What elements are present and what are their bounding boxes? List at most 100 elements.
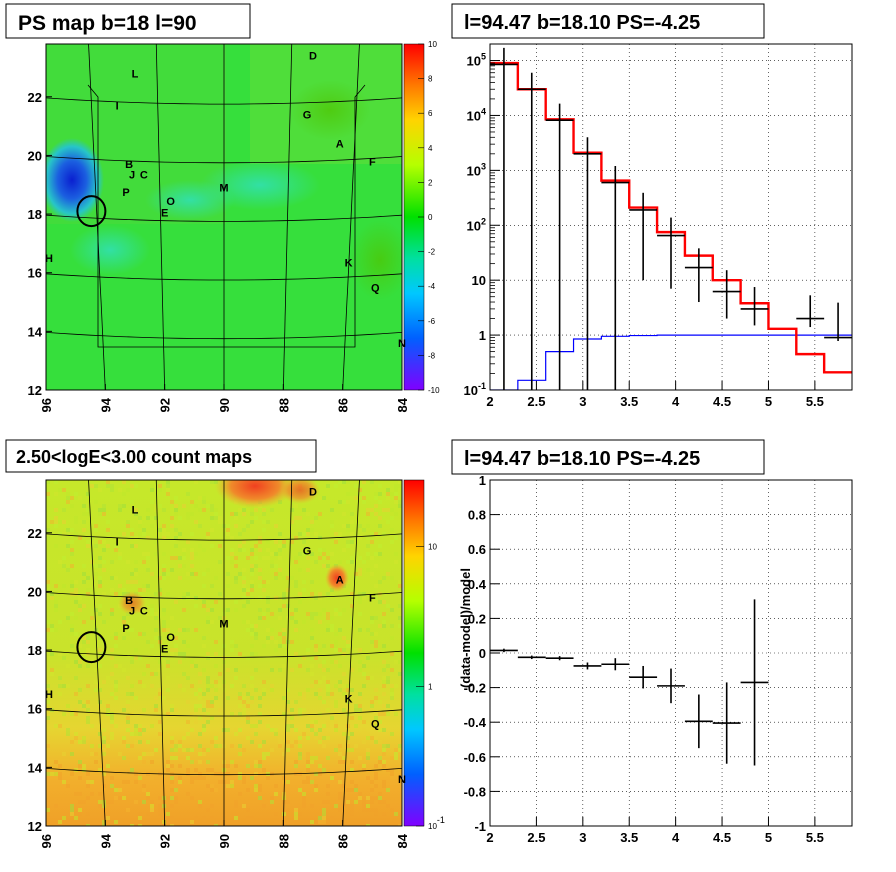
x-tick-label-5: 5 [765,394,772,409]
x-tick-label-88: 88 [276,398,291,412]
colorbar-label-10: 10 [428,543,437,552]
y-tick-label-16: 16 [28,266,42,281]
residual-point-5 [601,658,630,671]
x-tick-label-92: 92 [158,834,173,848]
source-label-P: P [122,187,129,199]
y-tick-label-0.4: 0.4 [468,577,487,592]
count-map-colorbar [404,480,424,826]
x-tick-label-5.5: 5.5 [806,830,824,845]
colorbar-label-4: 4 [428,144,433,153]
y-tick-label--0.4: -0.4 [464,715,487,730]
y-tick-label-20: 20 [28,148,42,163]
grid-line-b-12 [31,826,417,833]
grid-line-l-94 [88,44,106,390]
count-map-noise [46,480,402,826]
spectrum-panel: 2 2.5 3 3.5 4 4.5 5 5.5 10-1 1 10 102 103 104 105 l=94… [451,3,853,409]
spectrum-point-11 [796,295,825,328]
count-map-title: 2.50<logE<3.00 count maps [16,447,252,467]
x-tick-label-3.5: 3.5 [620,830,638,845]
spectrum-point-4 [573,137,602,390]
count-map-grid [31,480,417,833]
grid-line-l-86 [342,480,360,826]
colorbar-label-8: 8 [428,75,433,84]
source-label-M: M [219,619,228,631]
y-tick-label-18: 18 [28,643,42,658]
source-label-C: C [140,169,148,181]
x-tick-label-96: 96 [39,398,54,412]
residual-point-4 [573,662,602,670]
x-tick-label-94: 94 [98,833,113,848]
region-outline [87,84,366,348]
x-tick-label-84: 84 [395,397,410,412]
ps-map-grid [31,44,417,397]
y-tick-label-1: 1 [479,328,486,343]
source-label-I: I [116,537,119,549]
y-tick-label-10^2: 102 [467,216,486,233]
residual-point-10 [740,599,769,766]
source-label-I: I [116,101,119,113]
source-label-L: L [132,68,139,80]
x-tick-label-4: 4 [672,394,680,409]
colorbar-label--2: -2 [428,248,436,257]
count-map-source-labels: D L I G A F BJ CP O M E H K Q N [45,487,406,786]
source-label-O: O [166,196,175,208]
spectrum-data-points [490,47,852,390]
source-label-Q: Q [371,282,380,294]
y-tick-label-10: 10 [472,273,486,288]
count-map-panel: 10 1 10-1 12 14 16 18 20 22 96 94 92 90 88 86 84 D L I G A… [5,439,445,848]
source-label-L: L [132,504,139,516]
x-tick-label-86: 86 [336,834,351,848]
grid-line-l-88 [282,480,293,826]
source-label-H: H [45,253,53,265]
residual-point-7 [657,668,685,704]
spectrum-point-8 [684,248,713,303]
target-circle [76,195,107,228]
spectrum-blue-series [490,334,852,390]
ps-map-colorbar [404,44,424,390]
y-tick-label--0.8: -0.8 [464,784,486,799]
y-tick-label-12: 12 [28,819,42,834]
grid-line-l-94 [88,480,106,826]
residual-point-9 [712,682,741,764]
source-label-E: E [161,644,168,656]
residual-point-8 [684,694,713,749]
x-tick-label-5.5: 5.5 [806,394,824,409]
y-tick-label-10^4: 104 [467,106,486,123]
colorbar-label--8: -8 [428,351,436,360]
spectrum-point-9 [712,270,741,319]
residual-title: l=94.47 b=18.10 PS=-4.25 [464,448,700,470]
y-tick-label-1: 1 [479,473,486,488]
source-label-O: O [166,632,175,644]
residual-ylabel: (data-model)/model [458,568,473,688]
grid-line-l-92 [155,480,166,826]
spectrum-point-10 [740,287,769,326]
y-tick-label-20: 20 [28,584,42,599]
y-tick-label-22: 22 [28,526,42,541]
y-tick-label-14: 14 [28,760,43,775]
spectrum-point-2 [517,72,546,390]
source-label-M: M [219,183,228,195]
grid-line-b-12 [31,390,417,397]
spectrum-point-7 [657,217,685,289]
source-label-Q: Q [371,718,380,730]
x-tick-label-92: 92 [158,398,173,412]
x-tick-label-86: 86 [336,398,351,412]
ps-map-source-labels: D L I G A F BJ CP O M E H K Q N [45,51,406,350]
y-tick-label-10^5: 105 [467,52,486,69]
colorbar-label-1: 1 [428,682,433,691]
colorbar-label-2: 2 [428,178,433,187]
x-tick-label-96: 96 [39,834,54,848]
spectrum-point-5 [601,166,630,390]
y-tick-label--1: -1 [474,819,486,834]
source-label-J: J [129,169,135,181]
source-label-K: K [345,257,353,269]
y-tick-label-0.6: 0.6 [468,542,486,557]
x-tick-label-2: 2 [486,394,493,409]
source-label-C: C [140,605,148,617]
source-label-P: P [122,623,129,635]
x-tick-label-90: 90 [217,398,232,412]
source-label-F: F [369,156,376,168]
source-label-D: D [309,51,317,63]
x-tick-label-5: 5 [765,830,772,845]
